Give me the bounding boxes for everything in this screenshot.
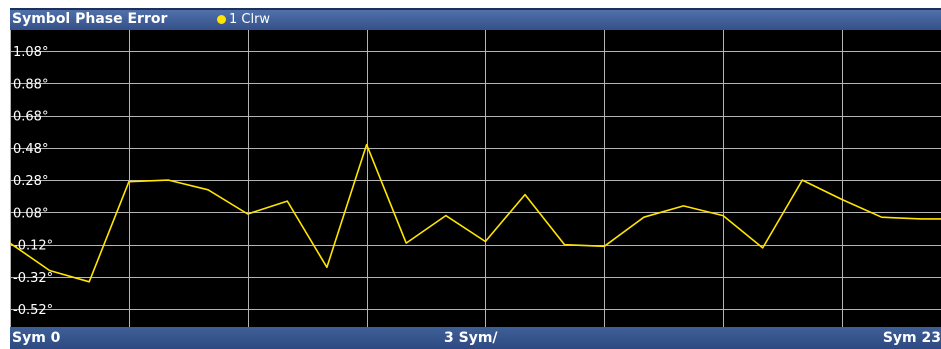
y-tick-label-0: 1.08° [13,45,48,60]
y-tick-label-2: 0.68° [13,110,48,125]
phase-error-plot[interactable]: 1.08° 0.88° 0.68° 0.48° 0.28° 0.08° -0.12° -0.3… [10,30,941,327]
x-axis-start-label: Sym 0 [12,330,61,346]
title-bar[interactable]: Symbol Phase Error 1 Clrw [10,8,941,30]
symbol-phase-error-window: Symbol Phase Error 1 Clrw 1.08° 0.88° 0.68… [10,8,941,349]
y-tick-labels: 1.08° 0.88° 0.68° 0.48° 0.28° 0.08° -0.12° -0.3… [13,45,53,318]
y-tick-label-1: 0.88° [13,77,48,92]
x-axis-scale-label: 3 Sym/ [444,330,498,346]
x-axis-bar: Sym 0 3 Sym/ Sym 23 [10,327,941,349]
y-tick-label-7: -0.32° [13,271,53,286]
phase-error-trace [10,143,941,283]
trace-label: 1 Clrw [229,12,271,27]
y-tick-label-6: -0.12° [13,239,53,254]
window-title: Symbol Phase Error [12,11,168,27]
x-axis-end-label: Sym 23 [882,330,941,346]
grid [10,30,941,327]
y-tick-label-3: 0.48° [13,142,48,157]
trace-indicator-dot-icon [217,15,226,24]
y-tick-label-8: -0.52° [13,303,53,318]
y-tick-label-4: 0.28° [13,174,48,189]
y-tick-label-5: 0.08° [13,206,48,221]
